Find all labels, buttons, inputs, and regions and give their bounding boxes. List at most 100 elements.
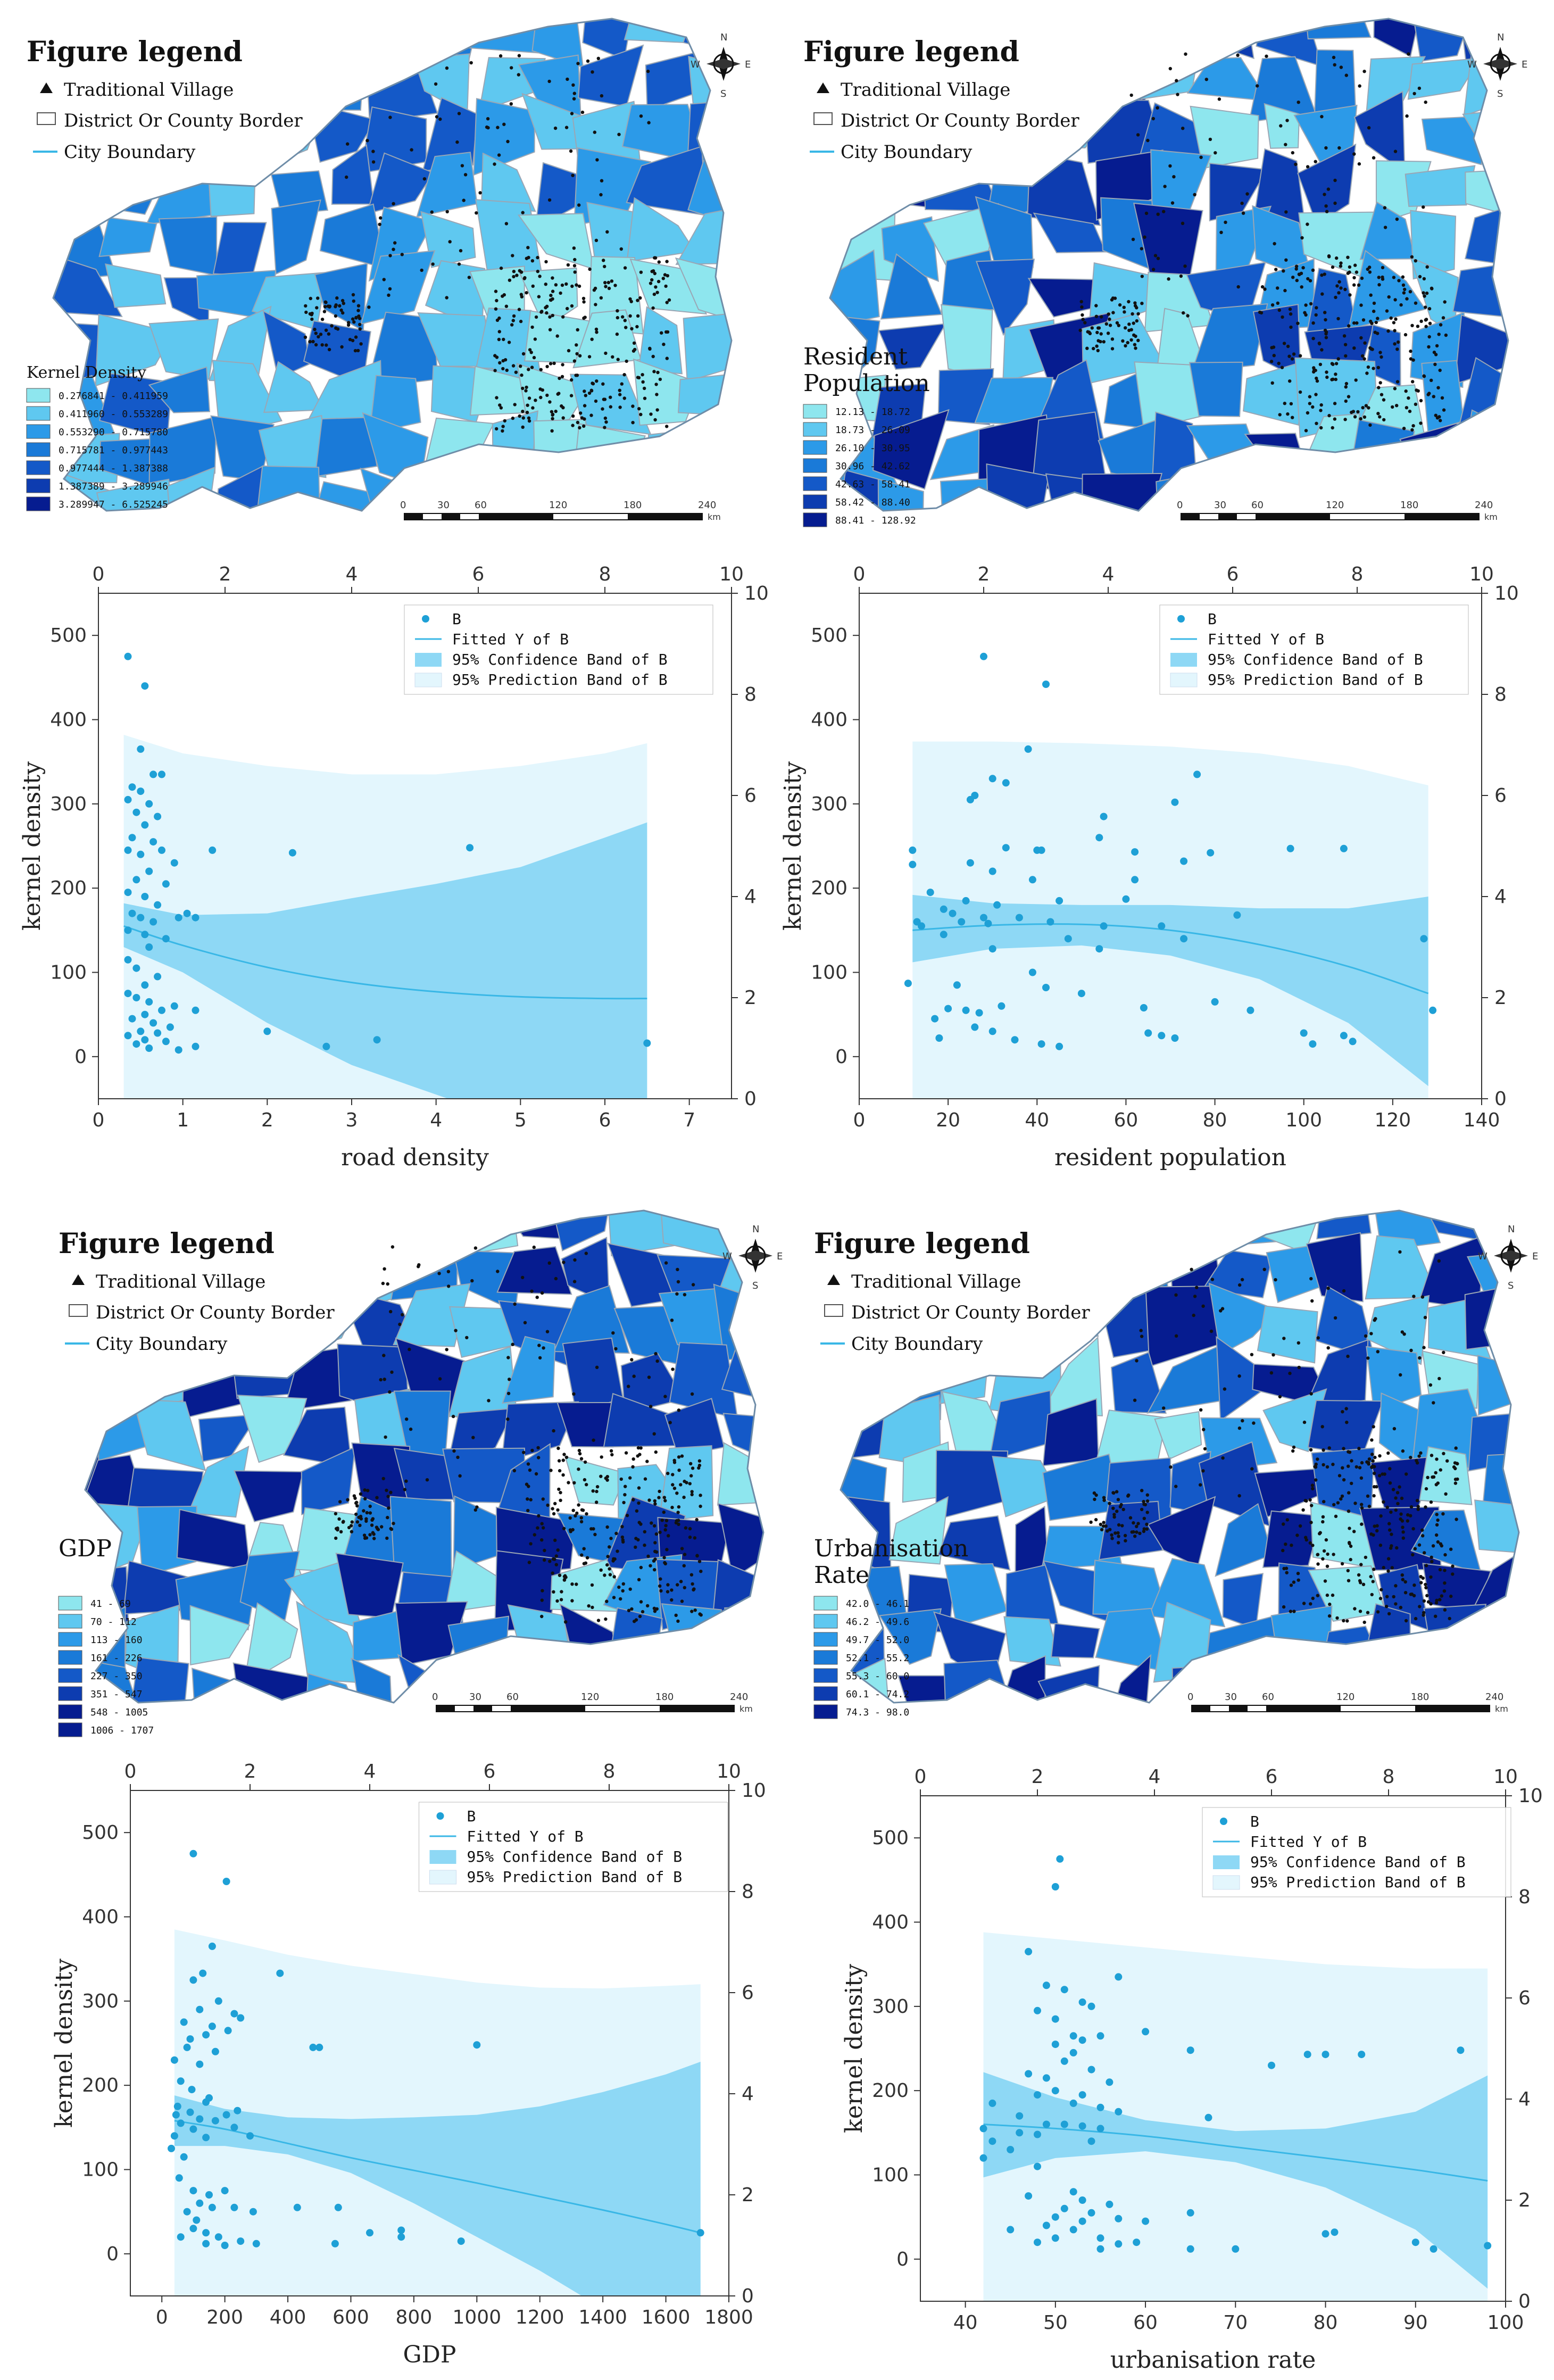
village-point [1202, 1428, 1206, 1431]
village-point [1438, 1598, 1442, 1602]
x-tick-label: 4 [430, 1109, 442, 1131]
village-point [671, 1367, 675, 1371]
village-point [1203, 1447, 1207, 1451]
village-point [619, 247, 624, 251]
map-district [1316, 1210, 1372, 1240]
village-point [1277, 361, 1281, 366]
village-point [1282, 1522, 1285, 1526]
village-point [583, 1478, 587, 1482]
map-district [496, 1246, 572, 1295]
village-point [1359, 336, 1363, 340]
y-tick-label: 200 [872, 2080, 909, 2102]
village-point [363, 1488, 367, 1492]
class-label: 49.7 - 52.0 [846, 1635, 909, 1646]
village-point [666, 1583, 670, 1587]
village-point [1097, 326, 1101, 330]
village-point [1415, 1498, 1419, 1503]
compass-w: W [722, 1251, 732, 1262]
scale-tick: 30 [1214, 500, 1226, 511]
village-point [347, 321, 351, 325]
scale-tick: 30 [469, 1691, 481, 1703]
village-point [340, 345, 344, 349]
right-tick-label: 2 [744, 987, 757, 1009]
village-point [616, 1549, 619, 1553]
village-point [1316, 1553, 1319, 1557]
right-tick-label: 8 [1494, 684, 1507, 706]
village-point [556, 1548, 560, 1552]
village-point [663, 1499, 667, 1503]
village-point [623, 1493, 627, 1497]
map-district [1242, 358, 1312, 426]
y-tick-label: 400 [50, 709, 87, 731]
village-point [1439, 1468, 1442, 1472]
plot-frame [859, 593, 1482, 1099]
y-tick-label: 300 [872, 1996, 909, 2018]
village-point [1387, 295, 1391, 299]
village-point [1319, 403, 1323, 407]
village-point [1440, 396, 1444, 400]
village-point [591, 70, 594, 74]
village-point [573, 270, 577, 274]
village-point [385, 1536, 389, 1540]
y-tick-label: 0 [106, 2243, 119, 2265]
village-point [527, 419, 531, 423]
map-district [397, 1653, 462, 1703]
village-point [616, 358, 620, 361]
village-point [593, 286, 597, 291]
village-point [624, 326, 628, 329]
village-point [1442, 408, 1446, 412]
village-point [676, 1511, 680, 1514]
village-point [1355, 321, 1359, 325]
village-point [473, 1246, 478, 1250]
village-point [656, 279, 661, 284]
data-point [1051, 2213, 1059, 2221]
village-point [1285, 1518, 1289, 1522]
village-point [1389, 316, 1393, 320]
village-point [382, 1354, 386, 1357]
village-point [570, 284, 574, 288]
top-tick-label: 10 [1493, 1766, 1518, 1788]
fitted-line [174, 2120, 701, 2234]
data-point [1034, 2238, 1041, 2246]
village-point [1341, 1466, 1344, 1470]
top-tick-label: 10 [1469, 563, 1494, 585]
village-point [1444, 333, 1448, 337]
data-point [196, 2005, 204, 2013]
village-point [1135, 1530, 1139, 1534]
village-point [1411, 380, 1415, 384]
village-point [554, 409, 558, 413]
map-district [287, 1210, 347, 1248]
village-point [503, 419, 506, 423]
village-point [1367, 1457, 1372, 1461]
legend-confidence-icon [1170, 653, 1197, 667]
village-point [408, 1347, 411, 1351]
village-point [622, 396, 627, 400]
village-point [1099, 339, 1102, 344]
village-point [632, 341, 636, 345]
village-point [1288, 307, 1292, 311]
village-point [1386, 1451, 1390, 1455]
legend-label: 95% Confidence Band of B [1208, 651, 1423, 668]
class-label: 227 - 350 [90, 1671, 143, 1682]
village-point [1406, 1519, 1409, 1523]
data-point [1078, 2036, 1086, 2044]
village-point [557, 392, 561, 395]
village-point [1274, 1278, 1277, 1282]
village-point [1096, 349, 1100, 353]
village-point [335, 296, 339, 300]
data-point [124, 889, 132, 897]
scale-tick: 0 [1187, 1691, 1193, 1703]
village-point [1344, 1407, 1348, 1411]
village-point [530, 1289, 534, 1293]
data-point [168, 2144, 175, 2152]
village-point [1375, 1529, 1379, 1533]
village-point [1437, 1259, 1441, 1263]
village-point [437, 1272, 441, 1275]
village-point [609, 395, 612, 399]
village-point [603, 1573, 606, 1577]
scale-tick: 30 [1225, 1691, 1237, 1703]
class-swatch [26, 478, 51, 493]
